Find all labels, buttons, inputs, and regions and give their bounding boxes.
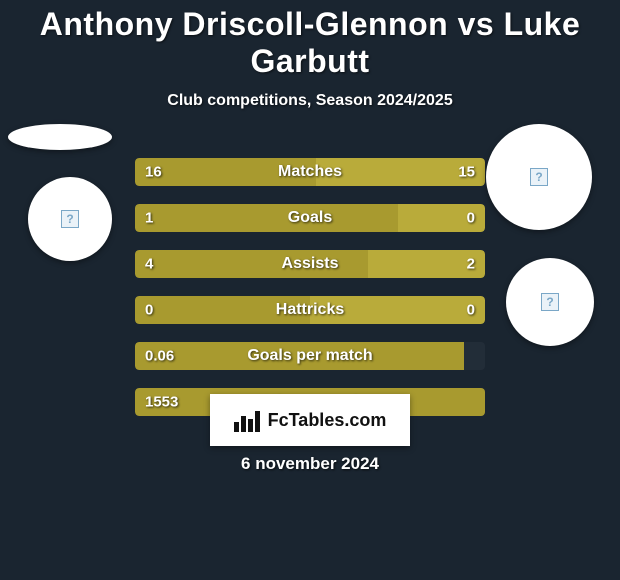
stat-value-left: 0 — [145, 302, 153, 319]
subtitle: Club competitions, Season 2024/2025 — [0, 92, 620, 110]
stat-label: Assists — [282, 255, 339, 273]
logo-bars-icon — [234, 408, 262, 432]
avatar-club-right: ? — [506, 258, 594, 346]
page-title: Anthony Driscoll-Glennon vs Luke Garbutt — [0, 0, 620, 80]
stat-row: 1 0 Goals — [135, 204, 485, 232]
stat-row: 4 2 Assists — [135, 250, 485, 278]
stat-row: 0 0 Hattricks — [135, 296, 485, 324]
avatar-player-right: ? — [486, 124, 592, 230]
fctables-logo: FcTables.com — [210, 394, 410, 446]
avatar-top-left-ellipse — [8, 124, 112, 150]
bar-left — [135, 204, 398, 232]
stat-value-left: 16 — [145, 164, 162, 181]
stat-value-left: 0.06 — [145, 348, 174, 365]
date-text: 6 november 2024 — [241, 454, 379, 474]
stat-value-right: 2 — [467, 256, 475, 273]
comparison-infographic: Anthony Driscoll-Glennon vs Luke Garbutt… — [0, 0, 620, 580]
placeholder-icon: ? — [530, 168, 548, 186]
stat-label: Matches — [278, 163, 342, 181]
stat-value-left: 1553 — [145, 394, 178, 411]
stat-value-right: 0 — [467, 302, 475, 319]
stat-label: Hattricks — [276, 301, 344, 319]
stat-value-right: 0 — [467, 210, 475, 227]
avatar-player-left: ? — [28, 177, 112, 261]
stat-row: 0.06 Goals per match — [135, 342, 485, 370]
stat-label: Goals per match — [247, 347, 372, 365]
stat-value-right: 15 — [458, 164, 475, 181]
stat-bars: 16 15 Matches 1 0 Goals 4 2 Assists 0 0 Hattricks 0.… — [135, 158, 485, 434]
stat-value-left: 1 — [145, 210, 153, 227]
stat-label: Goals — [288, 209, 332, 227]
stat-row: 16 15 Matches — [135, 158, 485, 186]
placeholder-icon: ? — [61, 210, 79, 228]
logo-text: FcTables.com — [268, 410, 387, 431]
placeholder-icon: ? — [541, 293, 559, 311]
stat-value-left: 4 — [145, 256, 153, 273]
